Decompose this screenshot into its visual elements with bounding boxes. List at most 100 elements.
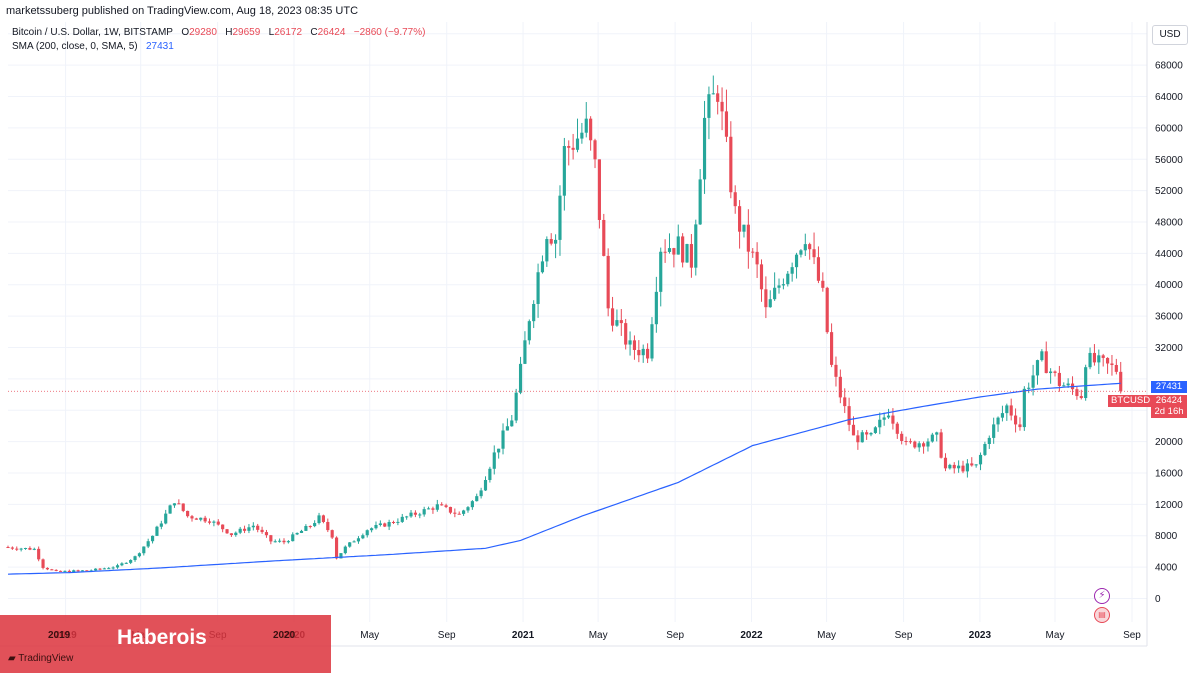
candle-body bbox=[650, 324, 654, 359]
candle-body bbox=[317, 515, 321, 524]
candle-body bbox=[987, 437, 991, 444]
candle-body bbox=[501, 430, 505, 449]
candle-body bbox=[269, 535, 273, 542]
open-value: 29280 bbox=[189, 27, 217, 38]
candle-body bbox=[299, 530, 304, 533]
candle-body bbox=[952, 464, 956, 469]
publisher-line: marketssuberg published on TradingView.c… bbox=[6, 5, 359, 17]
candle-body bbox=[45, 567, 50, 570]
candle-body bbox=[554, 239, 558, 244]
candle-body bbox=[615, 320, 619, 326]
candle-body bbox=[851, 424, 856, 436]
candle-body bbox=[413, 512, 417, 515]
x-tick-label: May bbox=[817, 630, 836, 641]
candle-body bbox=[812, 249, 816, 258]
candle-body bbox=[54, 569, 58, 571]
candle-body bbox=[470, 501, 474, 508]
candle-body bbox=[142, 546, 146, 554]
candle-body bbox=[334, 537, 339, 559]
y-axis: 0400080001200016000200002400032000360004… bbox=[1146, 22, 1183, 646]
candle-body bbox=[63, 570, 67, 572]
candle-body bbox=[102, 568, 106, 570]
candle-body bbox=[794, 254, 799, 268]
candle-body bbox=[816, 257, 821, 281]
candle-body bbox=[172, 503, 177, 506]
candle-body bbox=[930, 434, 934, 442]
candle-body bbox=[67, 570, 71, 573]
candle-body bbox=[1110, 363, 1114, 365]
candle-body bbox=[961, 465, 965, 472]
candle-body bbox=[488, 468, 492, 480]
x-tick-label: Sep bbox=[438, 630, 456, 641]
candle-body bbox=[1035, 360, 1040, 376]
y-tick-label: 0 bbox=[1155, 594, 1161, 605]
us-flag-icon[interactable]: ▤ bbox=[1094, 607, 1110, 623]
candle-body bbox=[190, 516, 194, 519]
candle-body bbox=[28, 547, 32, 550]
x-tick-label: May bbox=[1046, 630, 1065, 641]
y-tick-label: 68000 bbox=[1155, 61, 1183, 72]
candle-body bbox=[567, 146, 571, 148]
candle-body bbox=[457, 513, 461, 515]
candle-body bbox=[759, 264, 764, 290]
candle-body bbox=[803, 244, 807, 251]
y-tick-label: 36000 bbox=[1155, 312, 1183, 323]
candle-body bbox=[383, 523, 387, 527]
candle-body bbox=[435, 504, 439, 510]
candle-body bbox=[23, 547, 28, 549]
candle-body bbox=[150, 535, 155, 542]
candle-body bbox=[777, 285, 781, 288]
chart-grid bbox=[8, 22, 1147, 622]
candlestick-series bbox=[6, 75, 1123, 573]
candle-body bbox=[242, 528, 247, 531]
y-tick-label: 44000 bbox=[1155, 249, 1183, 260]
candle-body bbox=[908, 441, 913, 443]
candle-body bbox=[133, 556, 137, 561]
candle-body bbox=[558, 195, 562, 240]
candle-body bbox=[1088, 352, 1092, 368]
candle-body bbox=[168, 505, 172, 514]
candle-body bbox=[922, 443, 926, 447]
sma-value: 27431 bbox=[145, 41, 174, 52]
candle-body bbox=[536, 272, 540, 304]
candle-body bbox=[624, 323, 628, 345]
lightning-icon[interactable]: ⚡ bbox=[1094, 588, 1110, 604]
candle-body bbox=[186, 510, 190, 517]
candle-body bbox=[492, 452, 496, 469]
candle-body bbox=[352, 541, 356, 543]
x-tick-label: 2022 bbox=[740, 630, 763, 641]
candle-body bbox=[632, 340, 637, 350]
candle-body bbox=[821, 280, 825, 288]
currency-button[interactable]: USD bbox=[1152, 25, 1188, 45]
candle-body bbox=[917, 443, 921, 448]
candle-body bbox=[94, 568, 98, 571]
change-value: −2860 (−9.77%) bbox=[353, 27, 426, 38]
candle-body bbox=[571, 147, 575, 150]
y-tick-label: 48000 bbox=[1155, 218, 1183, 229]
candle-body bbox=[1097, 355, 1101, 363]
candle-body bbox=[637, 349, 641, 356]
x-tick-label: Sep bbox=[666, 630, 684, 641]
candle-body bbox=[974, 464, 978, 466]
candle-body bbox=[580, 132, 584, 139]
candle-body bbox=[830, 332, 834, 365]
candle-body bbox=[58, 570, 63, 572]
candle-body bbox=[593, 140, 597, 160]
candle-body bbox=[308, 526, 312, 528]
candle-body bbox=[562, 146, 566, 196]
y-tick-label: 56000 bbox=[1155, 155, 1183, 166]
symbol-label: Bitcoin / U.S. Dollar, 1W, BITSTAMP bbox=[12, 27, 173, 38]
candle-body bbox=[860, 432, 864, 443]
y-tick-label: 12000 bbox=[1155, 500, 1183, 511]
sma-legend-row: SMA (200, close, 0, SMA, 5) 27431 bbox=[12, 40, 425, 54]
candle-body bbox=[405, 516, 409, 518]
candle-body bbox=[76, 570, 80, 572]
candle-body bbox=[646, 348, 650, 359]
candle-body bbox=[273, 541, 277, 543]
candle-body bbox=[751, 251, 755, 253]
candle-body bbox=[510, 420, 514, 427]
candle-body bbox=[786, 273, 790, 285]
candle-body bbox=[6, 547, 10, 549]
candle-body bbox=[843, 397, 847, 407]
